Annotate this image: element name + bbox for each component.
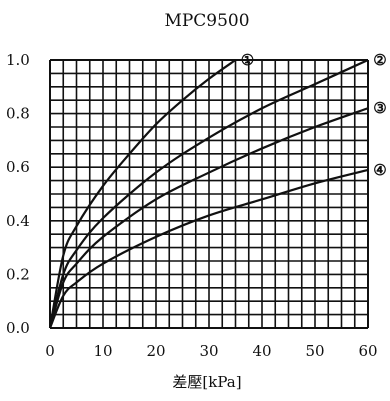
series-label-3: ③: [373, 99, 386, 117]
chart-title: MPC9500: [164, 11, 249, 31]
y-tick-label: 0.6: [6, 158, 30, 176]
x-tick-label: 30: [199, 342, 218, 360]
series-line-4: [48, 168, 369, 329]
series-labels: ① ② ③ ④: [241, 51, 387, 179]
series-line-1: [48, 59, 237, 329]
tick-labels: 0 10 20 30 40 50 60 0.0 0.2 0.4 0.6 0.8 1.0: [6, 51, 378, 360]
y-tick-label: 0.0: [6, 319, 30, 337]
y-tick-label: 1.0: [6, 51, 30, 69]
x-tick-label: 10: [93, 342, 112, 360]
series-label-1: ①: [241, 51, 254, 69]
series-lines: [48, 58, 369, 329]
series-label-2: ②: [373, 51, 386, 69]
series-line-2: [48, 58, 369, 329]
grid: [49, 59, 369, 329]
x-tick-label: 0: [45, 342, 55, 360]
x-tick-label: 60: [358, 342, 377, 360]
series-line-3: [48, 107, 369, 329]
x-axis-label: 差壓[kPa]: [172, 373, 241, 391]
series-label-4: ④: [373, 161, 386, 179]
x-tick-label: 40: [252, 342, 271, 360]
y-tick-label: 0.8: [6, 105, 30, 123]
y-tick-label: 0.4: [6, 212, 30, 230]
x-tick-label: 50: [305, 342, 324, 360]
y-tick-label: 0.2: [6, 265, 30, 283]
x-tick-label: 20: [146, 342, 165, 360]
